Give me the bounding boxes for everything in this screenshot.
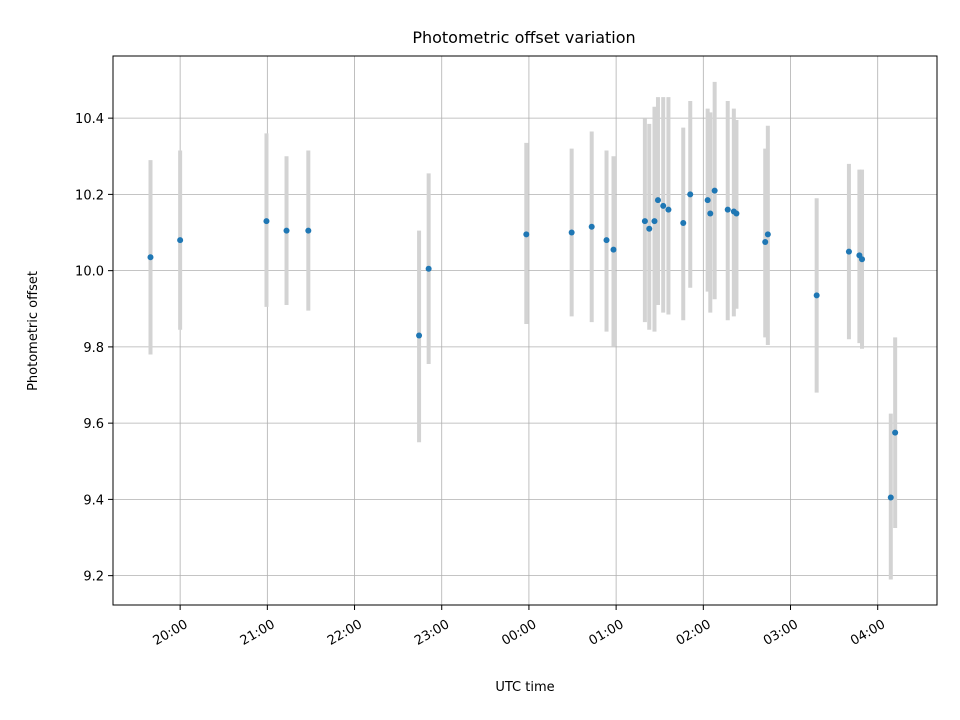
y-tick-label: 9.2 [83, 570, 104, 585]
x-tick-label: 04:00 [848, 617, 888, 649]
data-point [859, 256, 866, 263]
x-tick-label: 21:00 [238, 617, 278, 649]
y-tick-label: 10.2 [75, 188, 104, 203]
x-tick-label: 22:00 [325, 617, 365, 649]
data-point [610, 246, 617, 253]
x-tick-label: 01:00 [587, 617, 627, 649]
data-point [425, 265, 432, 272]
data-point [305, 227, 312, 234]
data-point [892, 429, 899, 436]
y-tick-label: 9.8 [83, 341, 104, 356]
data-point [588, 223, 595, 230]
data-point [887, 494, 894, 501]
data-point [813, 292, 820, 299]
x-axis-label: UTC time [495, 680, 554, 695]
data-point [646, 225, 653, 232]
point-layer [147, 187, 899, 501]
y-tick-label: 9.6 [83, 417, 104, 432]
data-point [707, 210, 714, 217]
y-axis-ticks: 9.2 9.4 9.6 9.8 10.0 10.2 10.4 [75, 112, 113, 585]
data-point [147, 254, 154, 261]
data-point [283, 227, 290, 234]
data-point [654, 197, 661, 204]
data-point [641, 218, 648, 225]
data-point [665, 206, 672, 213]
x-tick-label: 23:00 [412, 617, 452, 649]
data-point [523, 231, 530, 238]
data-point [680, 219, 687, 226]
errorbar-layer [148, 81, 898, 580]
plot-frame [112, 55, 938, 606]
data-point [687, 191, 694, 198]
data-point [704, 197, 711, 204]
y-axis-label: Photometric offset [26, 271, 41, 391]
y-tick-label: 10.0 [75, 265, 104, 280]
x-axis-ticks: 20:00 21:00 22:00 23:00 00:00 01:00 02:00 03:00… [151, 605, 888, 649]
data-point [416, 332, 423, 339]
data-point [263, 218, 270, 225]
chart-title: Photometric offset variation [412, 28, 635, 47]
data-point [845, 248, 852, 255]
data-point [724, 206, 731, 213]
x-tick-label: 20:00 [151, 617, 191, 649]
grid-layer [113, 56, 937, 605]
data-point [733, 210, 740, 217]
data-point [764, 231, 771, 238]
x-tick-label: 02:00 [674, 617, 714, 649]
x-tick-label: 03:00 [761, 617, 801, 649]
data-point [711, 187, 718, 194]
data-point [177, 237, 184, 244]
data-point [762, 239, 769, 246]
data-point [568, 229, 575, 236]
y-tick-label: 9.4 [83, 493, 104, 508]
y-tick-label: 10.4 [75, 112, 104, 127]
data-point [660, 202, 667, 209]
data-point [651, 218, 658, 225]
x-tick-label: 00:00 [499, 617, 539, 649]
data-point [603, 237, 610, 244]
